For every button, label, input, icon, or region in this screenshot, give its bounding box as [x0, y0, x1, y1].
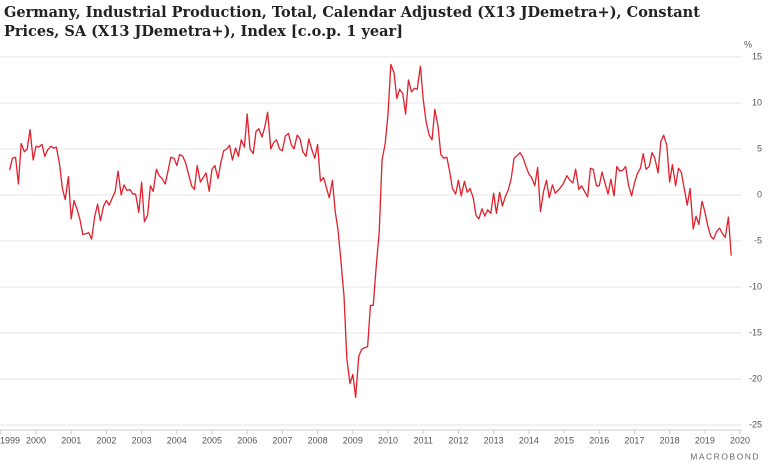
- x-tick-label: 2001: [61, 435, 81, 445]
- x-tick-label: 2002: [96, 435, 116, 445]
- y-tick-label: 5: [757, 143, 762, 153]
- x-tick-label: 2012: [448, 435, 468, 445]
- x-tick-label: 2005: [202, 435, 222, 445]
- x-tick-label: 2008: [308, 435, 328, 445]
- y-tick-label: 0: [757, 189, 762, 199]
- x-tick-label: 2020: [730, 435, 750, 445]
- x-tick-label: 2010: [378, 435, 398, 445]
- y-tick-label: -10: [749, 281, 762, 291]
- y-tick-label: -20: [749, 373, 762, 383]
- y-tick-label: -25: [749, 419, 762, 429]
- x-tick-label: 2016: [589, 435, 609, 445]
- x-tick-label: 2018: [660, 435, 680, 445]
- chart-title: Germany, Industrial Production, Total, C…: [4, 4, 700, 40]
- x-tick-label: 2006: [237, 435, 257, 445]
- x-tick-label: 2013: [484, 435, 504, 445]
- x-tick-label: 2004: [167, 435, 187, 445]
- x-tick-label: 2000: [26, 435, 46, 445]
- x-tick-label: 2007: [272, 435, 292, 445]
- y-unit: %: [744, 39, 752, 49]
- y-tick-label: 15: [752, 51, 762, 61]
- data-line: [8, 63, 732, 399]
- x-tick-label: 2009: [343, 435, 363, 445]
- x-tick-label: 1999: [0, 435, 20, 445]
- x-tick-label: 2017: [624, 435, 644, 445]
- x-tick-label: 2014: [519, 435, 539, 445]
- watermark: MACROBOND: [690, 451, 760, 461]
- y-tick-label: -15: [749, 327, 762, 337]
- x-tick-label: 2011: [414, 435, 433, 445]
- x-tick-label: 2003: [132, 435, 152, 445]
- x-tick-label: 2015: [554, 435, 574, 445]
- y-tick-label: 10: [752, 97, 762, 107]
- y-tick-label: -5: [754, 235, 762, 245]
- x-tick-label: 2019: [695, 435, 715, 445]
